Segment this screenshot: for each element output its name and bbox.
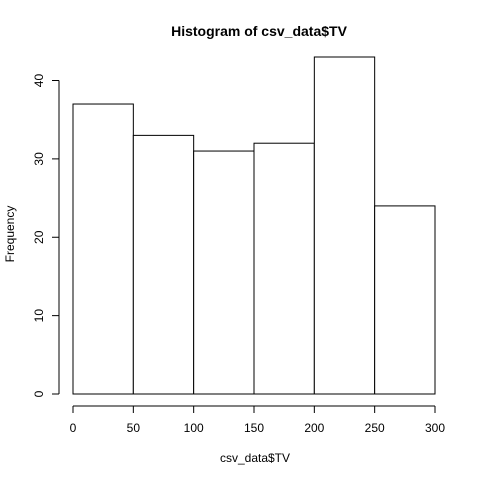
y-tick-label: 30 — [32, 152, 46, 166]
histogram-bar — [253, 142, 315, 395]
histogram-bar — [313, 56, 376, 395]
y-tick-label: 20 — [32, 230, 46, 244]
histogram-bar — [72, 103, 134, 395]
bars-layer — [72, 56, 436, 395]
x-tick-label: 250 — [365, 421, 385, 435]
x-tick-label: 50 — [127, 421, 141, 435]
histogram-bar — [374, 205, 436, 395]
x-tick-label: 100 — [184, 421, 204, 435]
chart-title: Histogram of csv_data$TV — [171, 23, 347, 39]
histogram-bar — [132, 134, 195, 395]
x-tick-label: 0 — [70, 421, 77, 435]
x-axis-label: csv_data$TV — [220, 451, 290, 465]
x-ticks-layer: 0 50 100 150 200 250 300 — [70, 406, 445, 435]
y-tick-label: 40 — [32, 74, 46, 88]
y-axis-label: Frequency — [3, 206, 17, 263]
x-tick-label: 300 — [425, 421, 445, 435]
y-tick-label: 0 — [32, 390, 46, 397]
x-tick-label: 150 — [244, 421, 264, 435]
y-tick-label: 10 — [32, 309, 46, 323]
x-tick-label: 200 — [304, 421, 324, 435]
histogram-bar — [193, 150, 255, 395]
y-ticks-layer: 0 10 20 30 40 — [32, 74, 59, 397]
